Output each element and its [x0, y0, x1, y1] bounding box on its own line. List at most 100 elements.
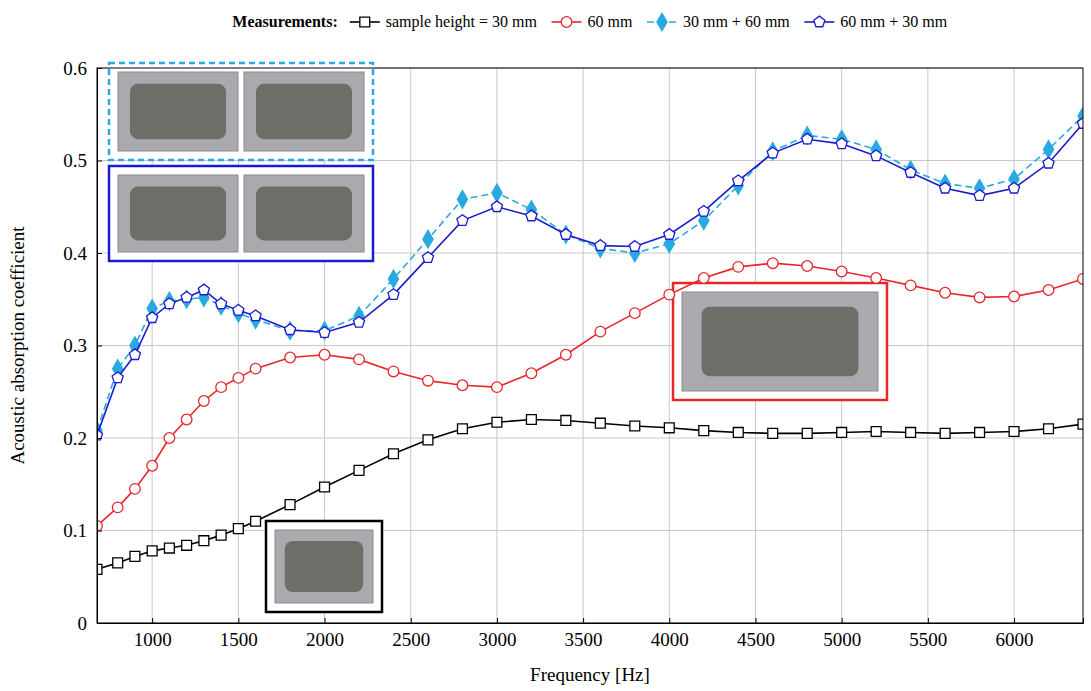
tick-label: 5000 — [823, 629, 861, 650]
marker — [181, 292, 192, 303]
marker — [733, 428, 743, 438]
grid-line — [97, 530, 1083, 531]
marker — [319, 349, 330, 360]
tick-mark — [842, 618, 843, 623]
marker — [199, 536, 209, 546]
tick-label: 6000 — [996, 629, 1034, 650]
marker — [561, 226, 571, 244]
legend: Measurements:sample height = 30 mm60 mm3… — [232, 13, 947, 31]
tick: 0.5 — [63, 150, 102, 171]
tick-label: 0.2 — [63, 428, 87, 449]
marker — [285, 500, 295, 510]
marker — [1043, 157, 1054, 168]
legend-marker — [561, 17, 572, 28]
marker — [319, 327, 330, 338]
tick-mark — [497, 618, 498, 623]
marker — [595, 418, 605, 428]
marker — [354, 465, 364, 475]
plot-frame — [97, 68, 1083, 623]
marker — [285, 324, 296, 335]
marker — [164, 298, 175, 309]
marker — [526, 210, 537, 221]
tick-mark — [97, 438, 102, 439]
series — [97, 258, 1083, 531]
tick-label: 2000 — [306, 629, 344, 650]
marker — [905, 280, 916, 291]
legend-entry: sample height = 30 mm — [350, 13, 538, 31]
tick-label: 1500 — [220, 629, 258, 650]
marker — [423, 230, 433, 248]
tick-label: 0.4 — [63, 243, 87, 264]
marker — [1044, 424, 1054, 434]
marker — [837, 130, 847, 148]
marker — [251, 516, 261, 526]
marker — [906, 428, 916, 438]
marker — [491, 201, 502, 212]
marker — [664, 289, 675, 300]
marker — [630, 421, 640, 431]
tick-label: 0.1 — [63, 520, 87, 541]
tick: 0.2 — [63, 428, 102, 449]
tick-label: 0.6 — [63, 58, 87, 79]
tick-mark — [928, 618, 929, 623]
legend-label: 60 mm — [588, 13, 633, 30]
tick-mark — [325, 618, 326, 623]
marker — [182, 540, 192, 550]
tick-label: 4500 — [737, 629, 775, 650]
tick-mark — [411, 618, 412, 623]
tick: 0.4 — [63, 243, 102, 264]
marker — [233, 304, 243, 322]
marker — [526, 415, 536, 425]
tick-mark — [755, 618, 756, 623]
legend-label: sample height = 30 mm — [386, 13, 538, 31]
marker — [147, 546, 157, 556]
marker — [233, 524, 243, 534]
sample-photo-object — [702, 307, 859, 376]
tick: 0.3 — [63, 335, 102, 356]
x-axis-title: Frequency [Hz] — [530, 664, 650, 685]
marker — [629, 241, 640, 252]
marker — [492, 382, 503, 393]
sample-photo — [244, 175, 364, 252]
tick-label: 0.3 — [63, 335, 87, 356]
marker — [198, 284, 209, 295]
marker — [871, 273, 882, 284]
marker — [113, 558, 123, 568]
marker — [388, 270, 398, 288]
sample-photo — [244, 72, 364, 151]
tick-mark — [583, 618, 584, 623]
marker — [458, 424, 468, 434]
marker — [837, 428, 847, 438]
marker — [595, 240, 606, 251]
marker — [698, 273, 709, 284]
marker — [233, 373, 244, 384]
marker — [216, 530, 226, 540]
y-axis-title: Acoustic absorption coefficient — [7, 226, 28, 465]
marker — [733, 262, 744, 273]
tick: 5000 — [823, 618, 861, 650]
tick-mark — [97, 161, 102, 162]
marker — [389, 449, 399, 459]
inset-frame — [109, 63, 373, 160]
grid-line — [97, 160, 1083, 161]
marker — [940, 182, 951, 193]
tick: 0.1 — [63, 520, 102, 541]
marker — [802, 133, 813, 144]
series-line — [97, 420, 1083, 570]
marker — [1008, 182, 1019, 193]
marker — [251, 311, 261, 329]
tick: 3000 — [478, 618, 516, 650]
marker — [560, 229, 571, 240]
marker — [147, 460, 158, 471]
series — [97, 415, 1083, 575]
inset-frame — [266, 521, 382, 612]
tick-label: 0.5 — [63, 150, 87, 171]
marker — [836, 266, 847, 277]
marker — [423, 435, 433, 445]
axis-line — [98, 69, 103, 624]
marker — [130, 551, 140, 561]
marker — [285, 322, 295, 340]
marker — [164, 433, 175, 444]
marker — [354, 354, 365, 365]
marker — [233, 305, 244, 316]
